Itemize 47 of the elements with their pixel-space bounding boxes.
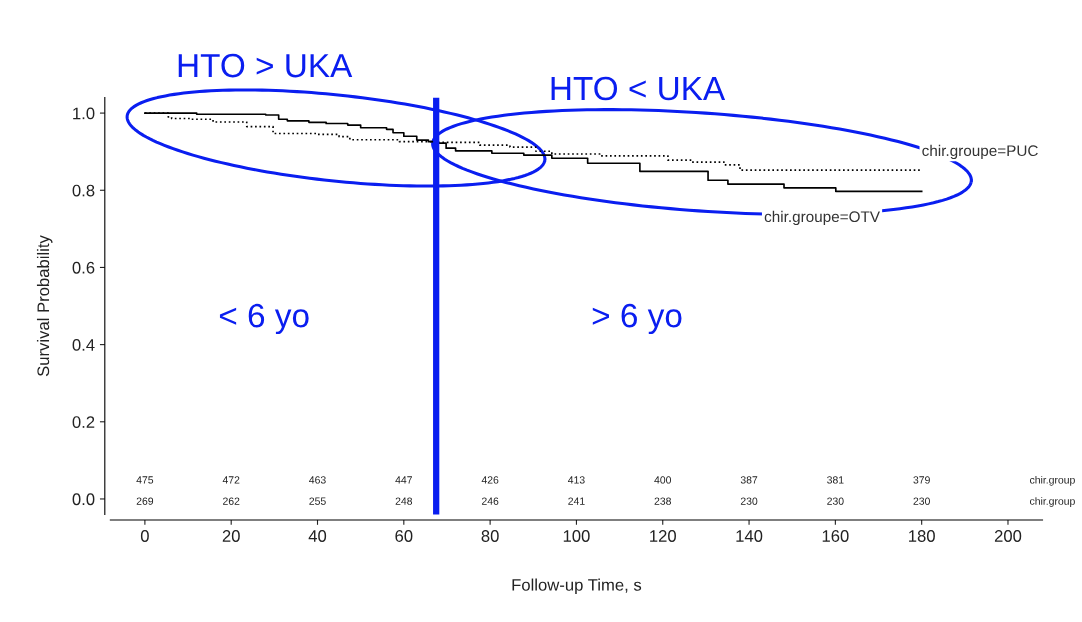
x-tick-label: 140: [736, 530, 763, 542]
y-axis-title: Survival Probability: [36, 235, 53, 377]
series-label: chir.groupe=OTV: [764, 210, 880, 226]
x-tick-label: 0: [140, 530, 149, 542]
y-tick-label: 0.0: [72, 493, 95, 506]
y-tick-label: 1.0: [73, 107, 95, 120]
annotation: 463: [309, 476, 326, 484]
x-tick-label: 120: [650, 530, 676, 542]
annotation: 269: [136, 497, 154, 505]
x-tick-label: 100: [563, 530, 590, 542]
annotation: chir.group: [1030, 475, 1075, 486]
annotation: 475: [136, 476, 154, 484]
annotation: 241: [568, 497, 585, 505]
x-tick-label: 80: [481, 530, 499, 542]
annotation: chir.group: [1030, 497, 1075, 507]
annotation: 238: [654, 497, 671, 505]
y-tick-label: 0.6: [72, 261, 95, 274]
x-tick-label: 40: [308, 530, 327, 542]
y-tick-label: 0.2: [72, 416, 95, 428]
annotation: 248: [395, 497, 413, 505]
annotation: 262: [223, 497, 240, 505]
y-tick-label: 0.4: [72, 339, 95, 351]
annotation: 426: [481, 476, 499, 484]
annotation: 472: [222, 476, 240, 484]
x-tick-label: 200: [994, 530, 1022, 542]
y-tick-label: 0.8: [72, 184, 95, 197]
x-axis-title: Follow-up Time, s: [512, 578, 642, 595]
annotation: HTO < UKA: [551, 76, 726, 101]
annotation: 230: [913, 497, 930, 505]
x-tick-label: 60: [395, 530, 413, 542]
x-tick-label: 160: [822, 530, 849, 542]
annotation: 255: [309, 497, 326, 505]
x-tick-label: 20: [222, 530, 240, 542]
annotation: 246: [481, 497, 499, 505]
annotation: 400: [654, 476, 672, 484]
annotation: 447: [395, 476, 412, 484]
series-label: chir.groupe=PUC: [922, 144, 1038, 160]
annotation: < 6 yo: [219, 303, 309, 335]
annotation: 379: [913, 476, 930, 484]
annotation: 230: [740, 497, 758, 505]
annotation: 387: [740, 476, 758, 484]
text: HTO > UKA: [178, 53, 353, 78]
annotation: 413: [567, 476, 585, 484]
annotation: 230: [827, 497, 844, 505]
annotation: > 6 yo: [592, 303, 682, 335]
annotation: 381: [827, 476, 844, 484]
x-tick-label: 180: [909, 530, 935, 542]
